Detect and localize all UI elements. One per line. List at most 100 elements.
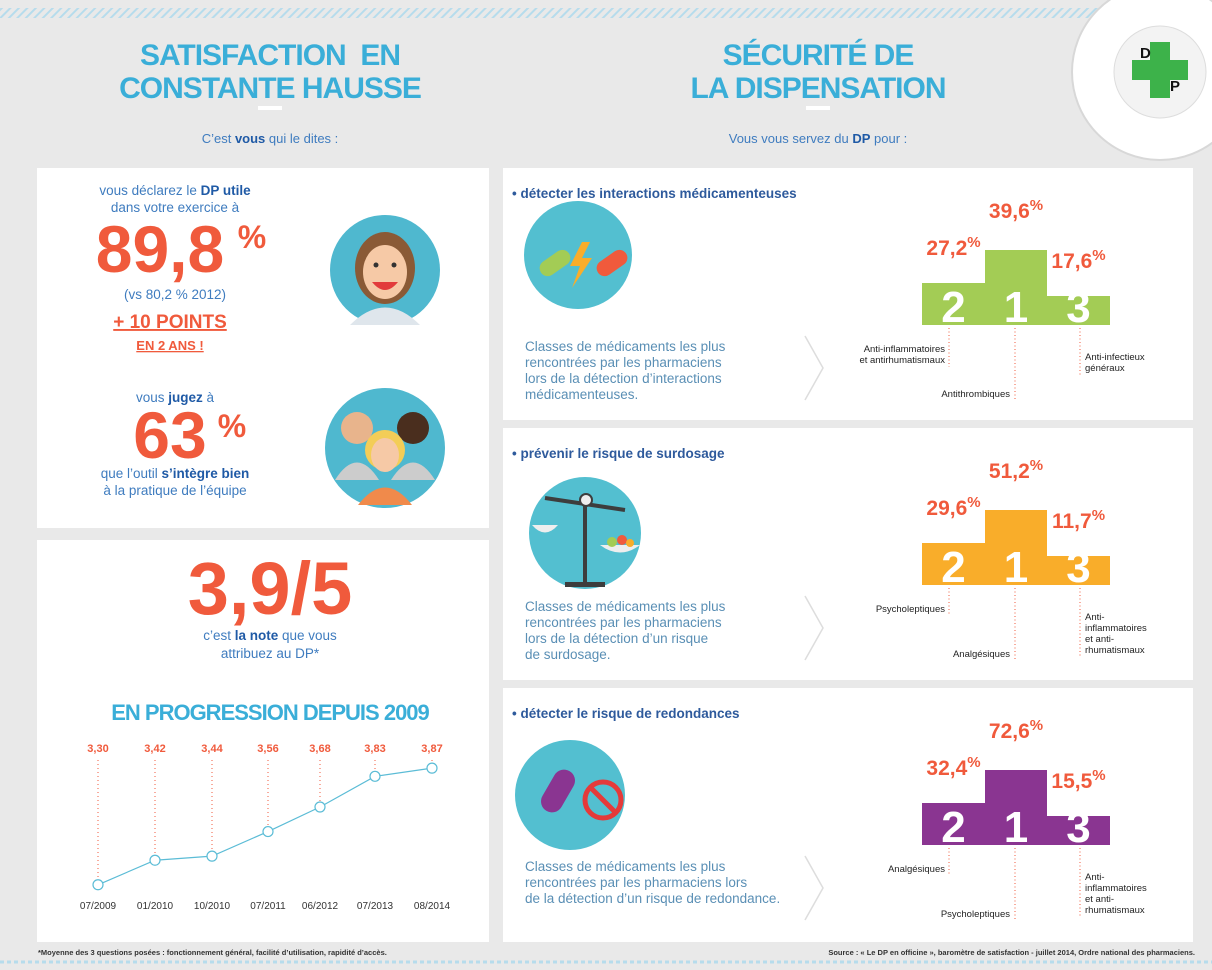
big-unit: % [218, 408, 246, 444]
value-unit: % [967, 234, 980, 251]
value-unit: % [1030, 717, 1043, 734]
podium-label: rhumatismaux [1085, 905, 1145, 916]
value-label: 3,83 [364, 743, 385, 755]
chart-title: EN PROGRESSION DEPUIS 2009 [111, 700, 429, 725]
point [427, 763, 437, 773]
value-text: 15,5 [1051, 770, 1092, 793]
logo-letter: D [1140, 45, 1151, 62]
podium-rank: 1 [1004, 283, 1028, 332]
podium-rank: 3 [1066, 283, 1090, 332]
point [150, 855, 160, 865]
value-label: 3,56 [257, 743, 278, 755]
icon-pills [524, 201, 632, 309]
description: rencontrées par les pharmaciens lors [525, 875, 747, 890]
value-unit: % [1092, 767, 1105, 784]
podium-label: Anti-inflammatoires [864, 344, 946, 355]
value-text: 29,6 [926, 497, 967, 520]
panel-heading: • prévenir le risque de surdosage [512, 446, 725, 461]
x-tick-label: 07/2013 [357, 901, 394, 912]
podium-label: et anti- [1085, 894, 1114, 905]
panel-heading: • détecter les interactions médicamenteu… [512, 186, 797, 201]
intro-part: Vous vous servez du [729, 131, 853, 146]
podium-rank: 1 [1004, 543, 1028, 592]
source: Source : « Le DP en officine », baromètr… [828, 948, 1195, 957]
podium-rank: 2 [941, 543, 965, 592]
text-part: que l’outil [101, 466, 162, 481]
avatar [330, 215, 440, 325]
big-unit: % [238, 219, 266, 255]
intro-part: pour : [870, 131, 907, 146]
podium-label: Antithrombiques [941, 389, 1010, 400]
value-text: 72,6 [989, 720, 1030, 743]
text-part: DP utile [201, 183, 252, 198]
description: Classes de médicaments les plus [525, 599, 726, 614]
podium-label: généraux [1085, 363, 1125, 374]
value-text: 51,2 [989, 460, 1030, 483]
podium-label: inflammatoires [1085, 883, 1147, 894]
podium-label: et anti- [1085, 634, 1114, 645]
podium-rank: 2 [941, 283, 965, 332]
podium-label: Analgésiques [888, 864, 945, 875]
value-unit: % [1030, 197, 1043, 214]
podium-label: Psycholeptiques [941, 909, 1010, 920]
intro-part: vous [235, 131, 265, 146]
description: lors de la détection d’un risque [525, 631, 708, 646]
x-tick-label: 08/2014 [414, 901, 451, 912]
value-unit: % [967, 494, 980, 511]
podium-label: Anti- [1085, 612, 1105, 623]
panel-heading: • détecter le risque de redondances [512, 706, 740, 721]
gain: + 10 POINTS [113, 312, 227, 333]
x-tick-label: 01/2010 [137, 901, 174, 912]
podium-label: Anti-infectieux [1085, 352, 1145, 363]
description: Classes de médicaments les plus [525, 859, 726, 874]
value-text: 27,2 [926, 237, 967, 260]
description: médicamenteuses. [525, 387, 638, 402]
value-label: 3,87 [421, 743, 442, 755]
point [315, 802, 325, 812]
value-label: 3,44 [201, 743, 223, 755]
top-stripe [0, 8, 1212, 18]
x-tick-label: 10/2010 [194, 901, 231, 912]
podium-label: Anti- [1085, 872, 1105, 883]
podium-label: rhumatismaux [1085, 645, 1145, 656]
section-title: CONSTANTE HAUSSE [119, 72, 421, 105]
text-part: la note [235, 628, 279, 643]
x-tick-label: 07/2009 [80, 901, 117, 912]
intro-part: C’est [202, 131, 235, 146]
gain-period: EN 2 ANS ! [136, 338, 203, 353]
text-line: (vs 80,2 % 2012) [124, 287, 226, 302]
text-line: attribuez au DP* [221, 646, 320, 661]
value-label: 3,68 [309, 743, 330, 755]
point [207, 851, 217, 861]
point [93, 880, 103, 890]
description: lors de la détection d’interactions [525, 371, 722, 386]
description: rencontrées par les pharmaciens [525, 615, 722, 630]
intro: Vous vous servez du DP pour : [729, 131, 908, 146]
description: de la détection d’un risque de redondanc… [525, 891, 780, 906]
text-part: c’est [203, 628, 235, 643]
icon-redundancy [515, 740, 625, 850]
page: { "banner": {"logo_letters": ["D", "P"]}… [0, 0, 1212, 970]
x-tick-label: 07/2011 [250, 901, 286, 912]
value-text: 39,6 [989, 200, 1030, 223]
text-line: vous déclarez le DP utile [99, 183, 251, 198]
footnote: *Moyenne des 3 questions posées : foncti… [38, 948, 387, 957]
value-unit: % [1092, 507, 1105, 524]
podium-label: inflammatoires [1085, 623, 1147, 634]
value-label: 3,42 [144, 743, 165, 755]
section-title: SÉCURITÉ DE [723, 38, 914, 72]
big-figure: 63 [133, 398, 206, 472]
section-title: LA DISPENSATION [690, 72, 945, 105]
big-figure: 89,8 [96, 212, 224, 286]
title-dash [258, 106, 282, 110]
value-unit: % [1092, 247, 1105, 264]
logo-letter: P [1170, 78, 1180, 95]
value-label: 3,30 [87, 743, 108, 755]
podium-label: Psycholeptiques [876, 604, 945, 615]
text-line: c’est la note que vous [203, 628, 337, 643]
intro-part: DP [852, 131, 870, 146]
infographic: D P SATISFACTION EN CONSTANTE HAUSSE C’e… [0, 0, 1212, 970]
point [370, 771, 380, 781]
description: Classes de médicaments les plus [525, 339, 726, 354]
value-unit: % [1030, 457, 1043, 474]
